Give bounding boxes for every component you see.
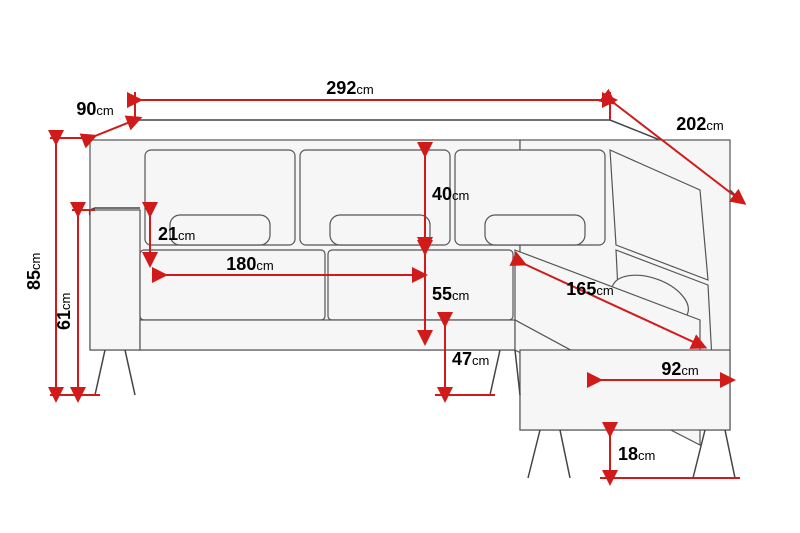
- dim-total-height: 85cm: [24, 253, 44, 290]
- dim-seat-surface-h: 47cm: [452, 349, 489, 369]
- sofa-outline: [90, 120, 740, 478]
- sofa-dimension-diagram: 292cm 90cm 202cm 85cm 61cm 21cm 180cm 40…: [0, 0, 800, 533]
- dim-total-width: 292cm: [326, 78, 373, 98]
- dim-chaise-depth: 202cm: [676, 114, 723, 134]
- dim-leg-height: 18cm: [618, 444, 655, 464]
- dim-depth-back: 90cm: [76, 99, 113, 119]
